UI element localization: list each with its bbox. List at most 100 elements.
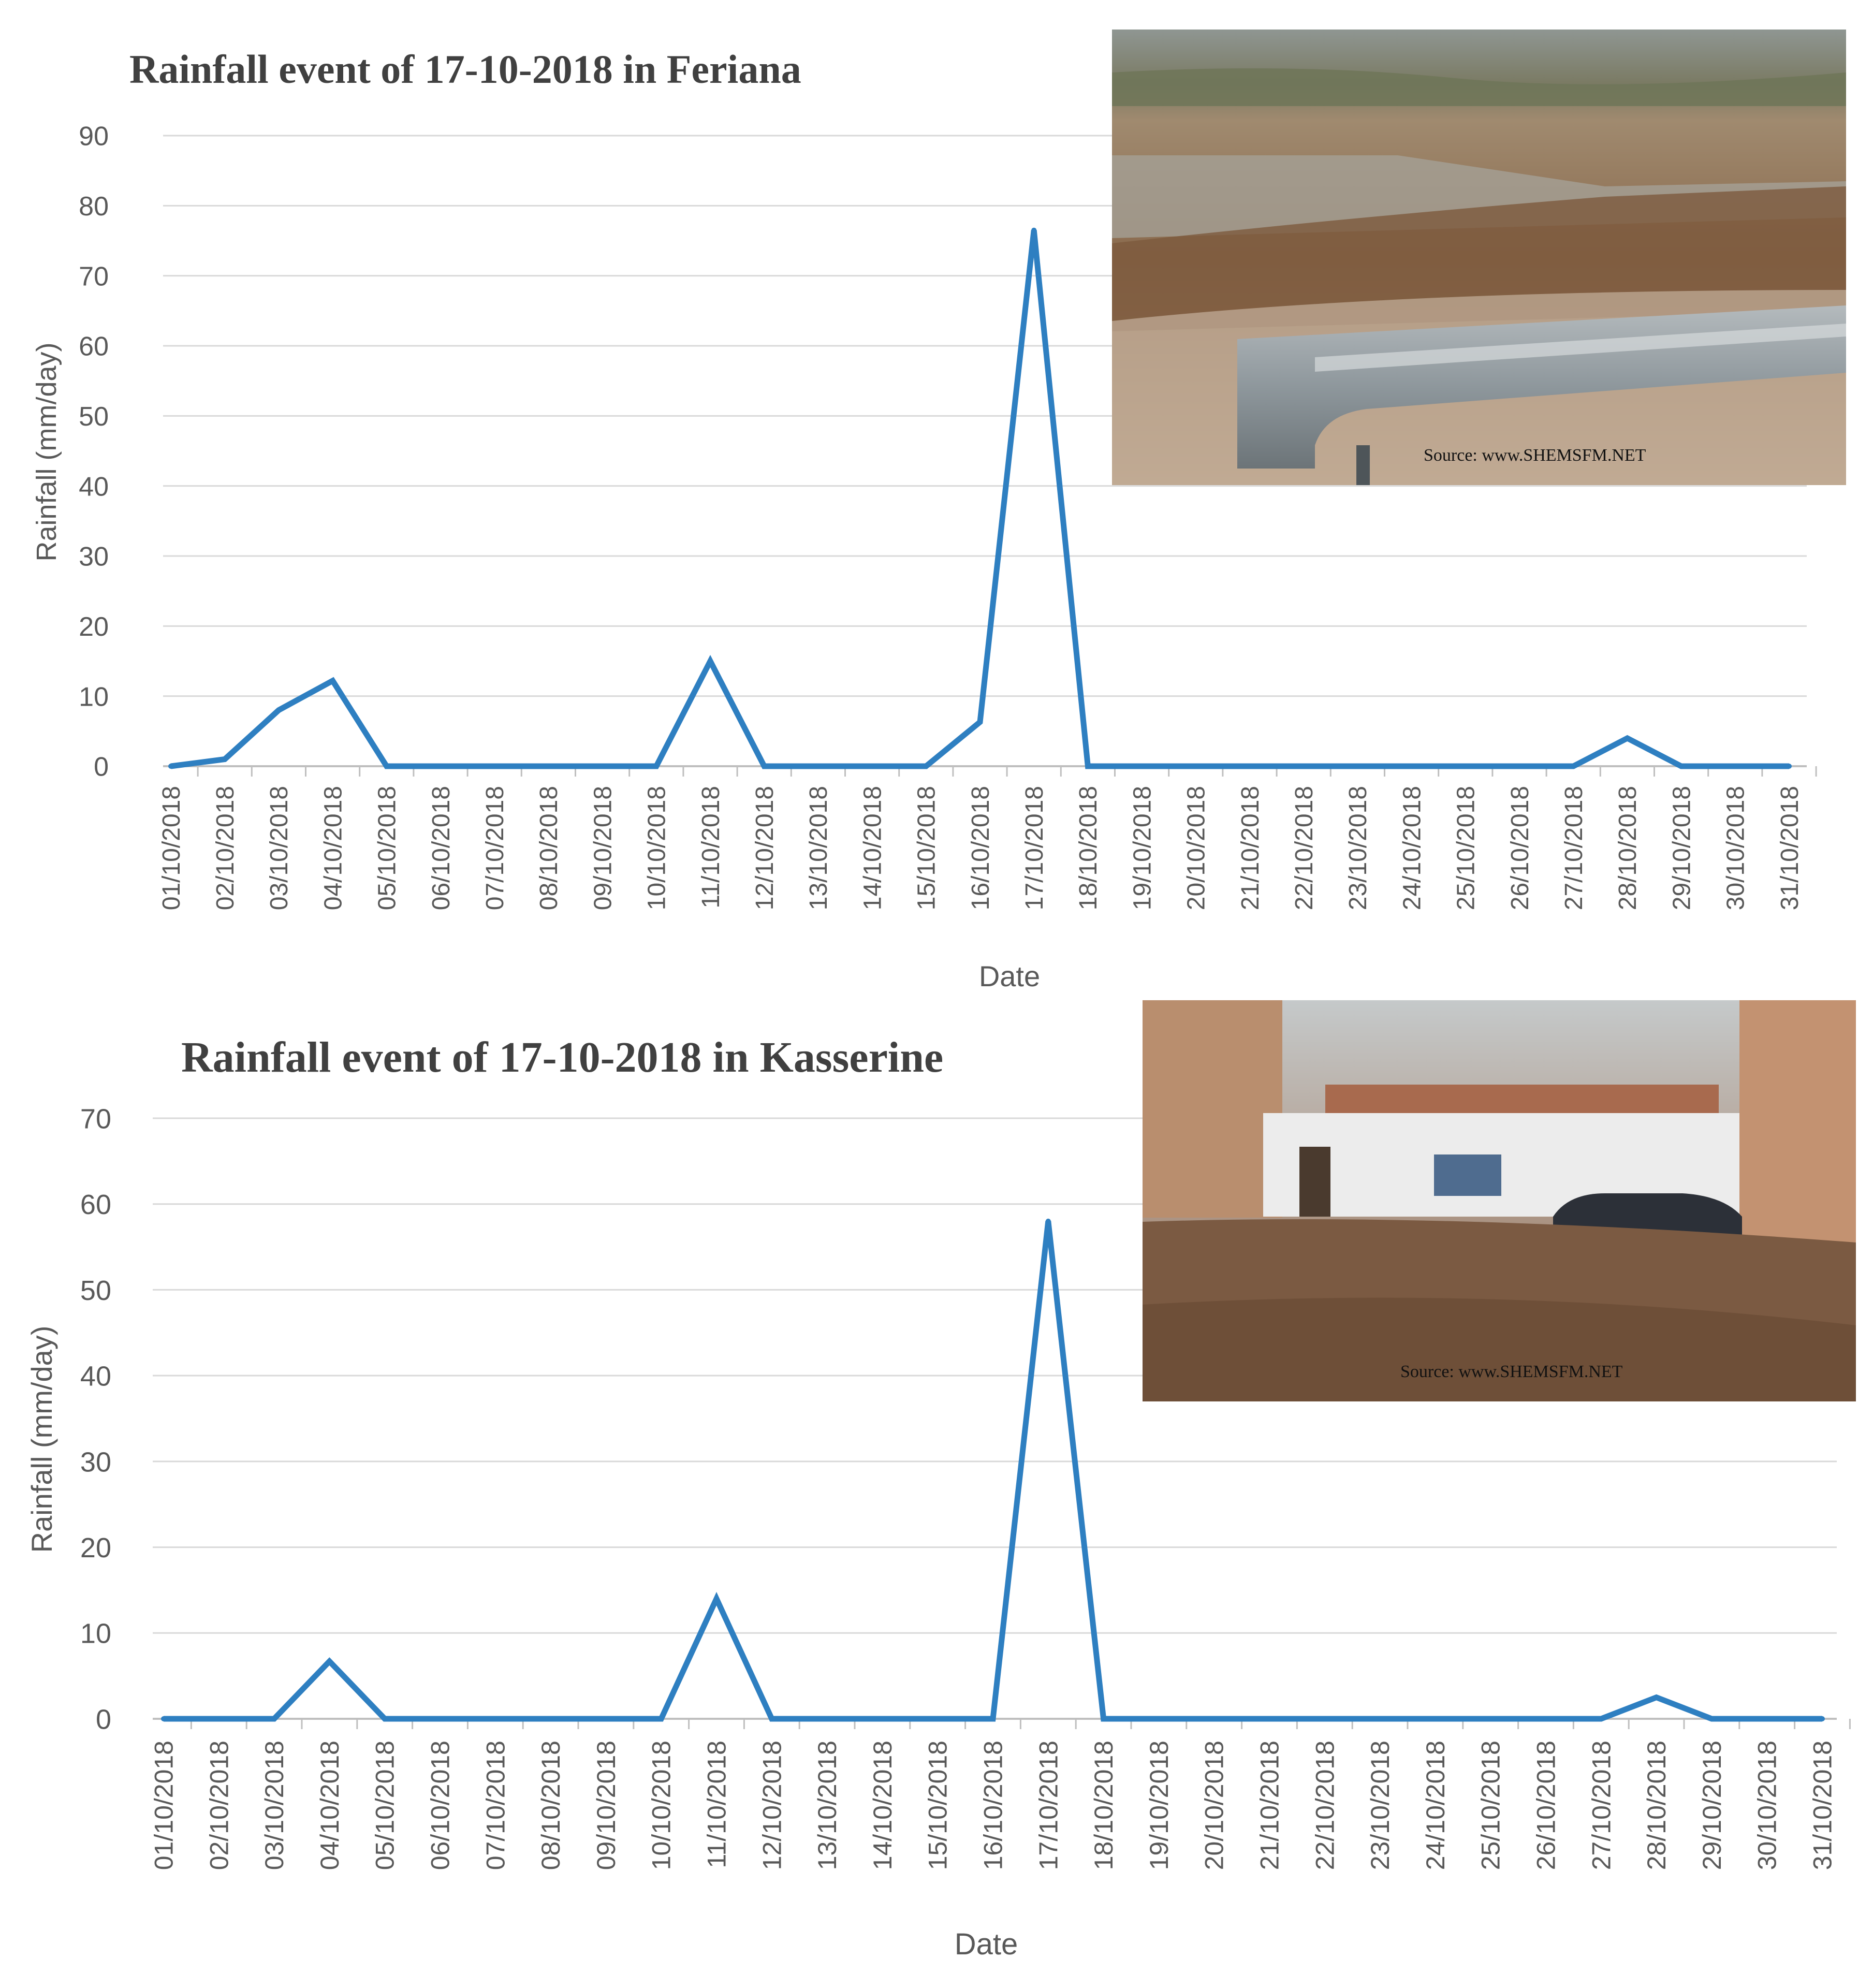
x-tick-label: 25/10/2018 [1453, 786, 1480, 910]
data-point [546, 764, 551, 769]
x-tick-label: 03/10/2018 [260, 1741, 289, 1870]
data-point [1193, 764, 1198, 769]
data-point [1653, 1694, 1659, 1700]
feriana-x-axis-label: Date [979, 960, 1040, 992]
x-tick-label: 01/10/2018 [150, 1741, 179, 1870]
x-tick-label: 23/10/2018 [1366, 1741, 1395, 1870]
data-point [1322, 1716, 1327, 1721]
feriana-flood-photo: Source: www.SHEMSFM.NET [1112, 30, 1846, 485]
data-point [1787, 764, 1792, 769]
data-point [1820, 1716, 1825, 1721]
x-tick-label: 27/10/2018 [1587, 1741, 1616, 1870]
y-tick-label: 80 [79, 192, 109, 222]
y-tick-label: 50 [79, 402, 109, 432]
x-tick-label: 18/10/2018 [1089, 1741, 1118, 1870]
data-point [990, 1716, 996, 1721]
data-point [548, 1716, 553, 1721]
data-point [1598, 1716, 1604, 1721]
data-point [1101, 1716, 1106, 1721]
x-tick-label: 21/10/2018 [1255, 1741, 1284, 1870]
x-tick-label: 24/10/2018 [1421, 1741, 1450, 1870]
data-point [1625, 735, 1630, 741]
kasserine-flood-photo: Source: www.SHEMSFM.NET [1143, 1000, 1856, 1401]
x-tick-label: 17/10/2018 [1034, 1741, 1063, 1870]
data-point [869, 764, 875, 769]
data-point [815, 764, 821, 769]
data-point [659, 1716, 664, 1721]
data-point [824, 1716, 830, 1721]
x-tick-label: 02/10/2018 [204, 1741, 233, 1870]
x-tick-label: 15/10/2018 [913, 786, 941, 910]
x-tick-label: 11/10/2018 [697, 786, 725, 909]
x-tick-label: 02/10/2018 [212, 786, 239, 910]
x-tick-label: 22/10/2018 [1291, 786, 1318, 910]
x-tick-label: 01/10/2018 [158, 786, 185, 910]
data-point [653, 764, 659, 769]
data-point [1488, 1716, 1494, 1721]
x-tick-label: 14/10/2018 [868, 1741, 897, 1870]
y-tick-label: 70 [80, 1103, 111, 1134]
data-point [327, 1658, 332, 1664]
data-point [1732, 764, 1738, 769]
x-tick-label: 06/10/2018 [428, 786, 455, 910]
x-tick-label: 15/10/2018 [924, 1741, 953, 1870]
kasserine-x-tick-labels: 01/10/2018 02/10/2018 03/10/2018 04/10/2018… [150, 1741, 1837, 1870]
y-tick-label: 40 [80, 1361, 111, 1392]
data-point [276, 707, 282, 713]
x-tick-label: 07/10/2018 [481, 786, 509, 910]
x-tick-label: 10/10/2018 [643, 786, 671, 910]
x-tick-label: 05/10/2018 [371, 1741, 400, 1870]
data-point [1432, 1716, 1438, 1721]
x-tick-label: 10/10/2018 [647, 1741, 676, 1870]
x-tick-label: 16/10/2018 [979, 1741, 1008, 1870]
x-tick-label: 08/10/2018 [535, 786, 563, 910]
y-tick-label: 20 [80, 1532, 111, 1563]
data-point [1764, 1716, 1770, 1721]
feriana-x-tick-labels: 01/10/2018 02/10/2018 03/10/2018 04/10/2018… [158, 786, 1804, 910]
x-tick-label: 12/10/2018 [751, 786, 779, 910]
y-tick-label: 30 [80, 1446, 111, 1478]
kasserine-x-axis-label: Date [955, 1927, 1018, 1961]
data-point [599, 764, 605, 769]
x-tick-label: 31/10/2018 [1776, 786, 1804, 910]
x-tick-label: 11/10/2018 [703, 1741, 731, 1868]
data-point [1462, 764, 1468, 769]
data-point [437, 1716, 443, 1721]
data-point [769, 1716, 774, 1721]
data-point [1045, 1218, 1051, 1224]
data-point [1543, 1716, 1548, 1721]
data-point [977, 719, 983, 725]
x-tick-label: 18/10/2018 [1075, 786, 1102, 910]
x-tick-label: 26/10/2018 [1532, 1741, 1561, 1870]
data-point [222, 756, 228, 762]
data-point [714, 1596, 719, 1601]
kasserine-chart-title: Rainfall event of 17-10-2018 in Kasserin… [181, 1033, 943, 1081]
data-point [492, 1716, 498, 1721]
kasserine-data-points [161, 1218, 1825, 1721]
x-tick-label: 29/10/2018 [1698, 1741, 1726, 1870]
x-tick-label: 19/10/2018 [1145, 1741, 1174, 1870]
data-point [1377, 1716, 1383, 1721]
x-tick-label: 04/10/2018 [315, 1741, 344, 1870]
x-tick-label: 13/10/2018 [805, 786, 832, 910]
x-tick-label: 03/10/2018 [266, 786, 293, 910]
data-point [923, 764, 929, 769]
kasserine-chart: 0 10 20 30 40 50 60 70 01/10/2018 02/10/2018 03/1… [25, 1000, 1856, 1961]
data-point [1156, 1716, 1162, 1721]
y-tick-label: 10 [80, 1618, 111, 1649]
data-point [1247, 764, 1252, 769]
data-point [935, 1716, 941, 1721]
x-tick-label: 14/10/2018 [859, 786, 886, 910]
feriana-y-tick-labels: 0 10 20 30 40 50 60 70 80 90 [79, 122, 109, 782]
x-tick-label: 19/10/2018 [1129, 786, 1156, 910]
x-tick-label: 04/10/2018 [319, 786, 347, 910]
data-point [1031, 227, 1037, 233]
y-tick-label: 30 [79, 542, 109, 572]
feriana-chart-title: Rainfall event of 17-10-2018 in Feriana [129, 47, 801, 92]
x-tick-label: 17/10/2018 [1021, 786, 1048, 910]
data-point [603, 1716, 609, 1721]
x-tick-label: 07/10/2018 [481, 1741, 510, 1870]
y-tick-label: 60 [80, 1189, 111, 1220]
y-tick-label: 0 [94, 752, 109, 782]
feriana-chart: 0 10 20 30 40 50 60 70 80 90 01/10/2018 02/10/2018… [31, 30, 1846, 992]
